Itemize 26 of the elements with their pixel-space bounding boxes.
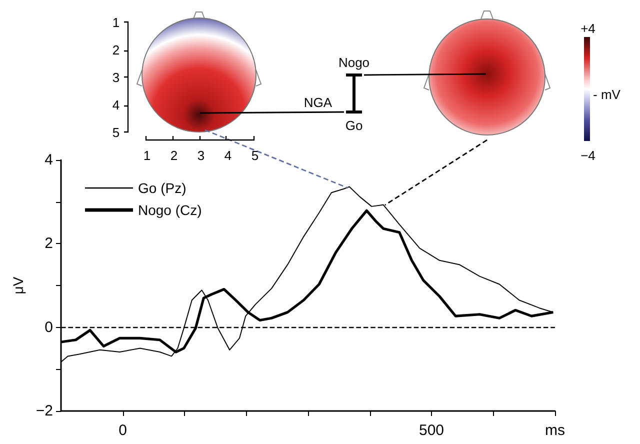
annotation: 2 [170,148,178,163]
legend-label: Nogo (Cz) [138,202,202,218]
x-tick-label: ms [545,422,565,439]
y-tick-label: 0 [44,318,53,336]
text: NGA [304,95,332,110]
text: 1 [112,15,120,30]
annotation: 5 [251,148,259,163]
y-axis-title: μV [10,276,26,294]
x-tick-label: 500 [418,422,444,439]
x-tick-label: 0 [118,422,127,439]
text: −4 [580,148,596,163]
annotation: 3 [197,148,205,163]
text: - mV [593,87,621,102]
text: 5 [112,125,120,140]
y-tick-label: 4 [44,152,53,168]
text: Nogo [338,55,370,70]
annotation: 4 [224,148,232,163]
text: Go [345,118,363,133]
text: 3 [112,70,120,85]
text: 2 [112,42,120,58]
text: 4 [112,98,120,112]
annotation: 1 [143,148,151,163]
y-tick-label: 2 [44,235,53,252]
text: +4 [580,21,596,36]
legend-label: Go (Pz) [138,180,186,196]
y-tick-label: −2 [36,402,53,420]
